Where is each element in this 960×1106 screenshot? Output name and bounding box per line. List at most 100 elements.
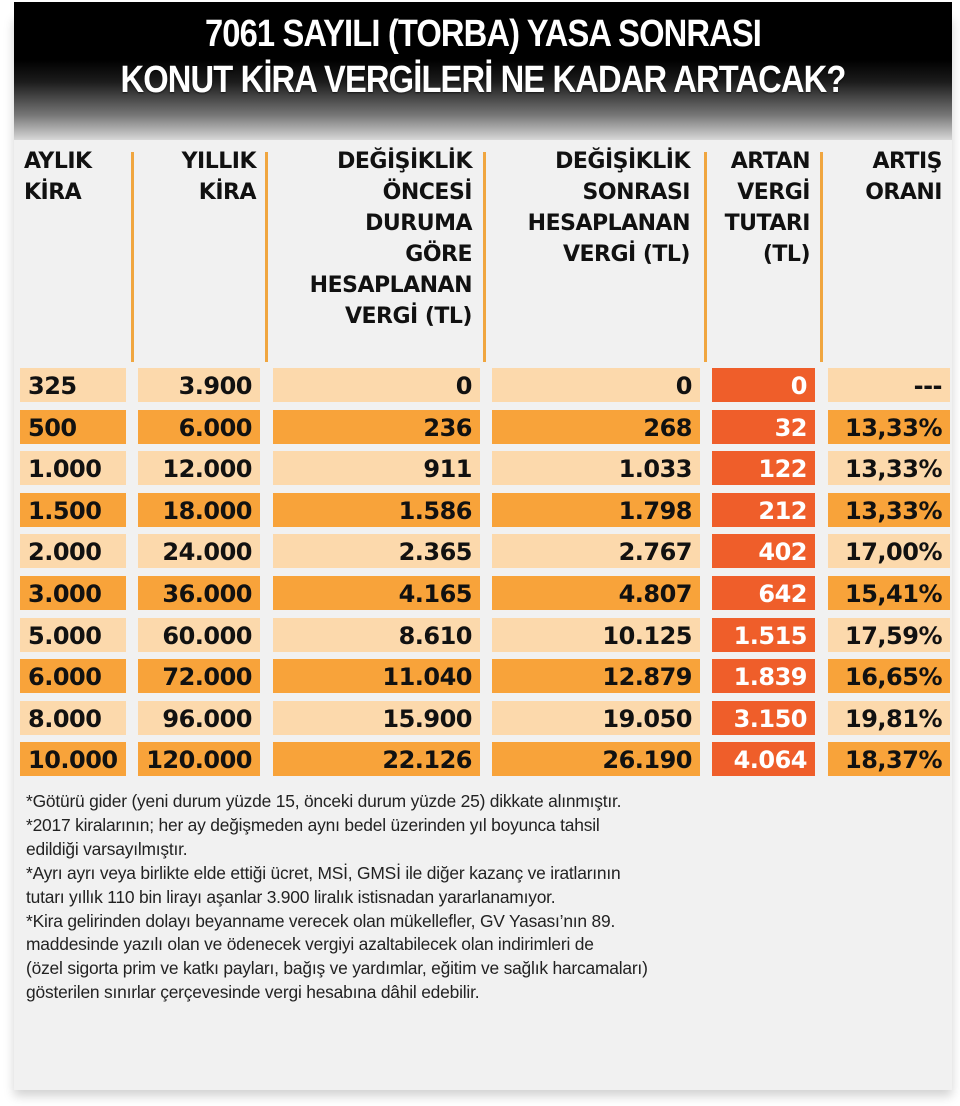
cell-increase-rate: 18,37% bbox=[828, 742, 950, 776]
header-line: ÖNCESİ bbox=[382, 180, 473, 205]
cell-increase-rate: 15,41% bbox=[828, 576, 950, 610]
cell-increase-rate: 13,33% bbox=[828, 493, 950, 527]
cell-tax-after: 10.125 bbox=[492, 618, 700, 652]
cell-tax-increase: 4.064 bbox=[712, 742, 815, 776]
cell-tax-after: 1.033 bbox=[492, 451, 700, 485]
cell-tax-increase: 0 bbox=[712, 368, 815, 402]
header-line: DEĞİŞİKLİK bbox=[555, 149, 690, 174]
cell-tax-after: 26.190 bbox=[492, 742, 700, 776]
cell-monthly-rent: 2.000 bbox=[20, 534, 126, 568]
cell-tax-increase: 402 bbox=[712, 534, 815, 568]
cell-annual-rent: 6.000 bbox=[138, 410, 260, 444]
cell-tax-before: 2.365 bbox=[273, 534, 480, 568]
header-line: HESAPLANAN bbox=[309, 273, 473, 298]
cell-increase-rate: 17,00% bbox=[828, 534, 950, 568]
cell-annual-rent: 3.900 bbox=[138, 368, 260, 402]
cell-tax-increase: 1.515 bbox=[712, 618, 815, 652]
cell-tax-after: 0 bbox=[492, 368, 700, 402]
header-line: VERGİ (TL) bbox=[562, 242, 691, 267]
cell-annual-rent: 24.000 bbox=[138, 534, 260, 568]
cell-monthly-rent: 8.000 bbox=[20, 701, 126, 735]
cell-tax-after: 2.767 bbox=[492, 534, 700, 568]
header-line: DEĞİŞİKLİK bbox=[337, 149, 472, 174]
footnotes: *Götürü gider (yeni durum yüzde 15, önce… bbox=[26, 790, 946, 1005]
header-line: KİRA bbox=[198, 180, 257, 205]
column-separator bbox=[265, 152, 268, 362]
cell-annual-rent: 36.000 bbox=[138, 576, 260, 610]
cell-tax-before: 8.610 bbox=[273, 618, 480, 652]
header-line: KİRA bbox=[24, 180, 82, 205]
column-header-tax-increase: ARTAN VERGİ TUTARI (TL) bbox=[712, 146, 811, 270]
cell-increase-rate: 16,65% bbox=[828, 659, 950, 693]
column-separator bbox=[820, 152, 823, 362]
cell-annual-rent: 96.000 bbox=[138, 701, 260, 735]
footnote-line: maddesinde yazılı olan ve ödenecek vergi… bbox=[26, 934, 594, 955]
header-line: DURUMA bbox=[365, 211, 472, 236]
cell-tax-after: 1.798 bbox=[492, 493, 700, 527]
header-line: SONRASI bbox=[582, 180, 691, 205]
cell-annual-rent: 12.000 bbox=[138, 451, 260, 485]
cell-increase-rate: 17,59% bbox=[828, 618, 950, 652]
header-line: GÖRE bbox=[405, 242, 472, 267]
header-line: (TL) bbox=[762, 242, 811, 267]
cell-increase-rate: 19,81% bbox=[828, 701, 950, 735]
cell-tax-after: 12.879 bbox=[492, 659, 700, 693]
cell-increase-rate: 13,33% bbox=[828, 451, 950, 485]
cell-monthly-rent: 3.000 bbox=[20, 576, 126, 610]
column-separator bbox=[483, 152, 486, 362]
cell-monthly-rent: 5.000 bbox=[20, 618, 126, 652]
cell-tax-increase: 122 bbox=[712, 451, 815, 485]
header-line: TUTARI bbox=[724, 211, 811, 236]
header-line: YILLIK bbox=[181, 149, 257, 174]
footnote-line: (özel sigorta prim ve katkı payları, bağ… bbox=[26, 958, 648, 979]
cell-tax-before: 236 bbox=[273, 410, 480, 444]
cell-tax-after: 4.807 bbox=[492, 576, 700, 610]
header-line: VERGİ bbox=[737, 180, 810, 205]
header-line: HESAPLANAN bbox=[527, 211, 691, 236]
cell-tax-after: 19.050 bbox=[492, 701, 700, 735]
cell-tax-increase: 642 bbox=[712, 576, 815, 610]
title-line-2: KONUT KİRA VERGİLERİ NE KADAR ARTACAK? bbox=[120, 59, 846, 101]
cell-tax-before: 0 bbox=[273, 368, 480, 402]
header-line: AYLIK bbox=[24, 149, 92, 174]
cell-tax-after: 268 bbox=[492, 410, 700, 444]
column-separator bbox=[704, 152, 707, 362]
cell-tax-before: 911 bbox=[273, 451, 480, 485]
cell-tax-increase: 32 bbox=[712, 410, 815, 444]
footnote-line: *Ayrı ayrı veya birlikte elde ettiği ücr… bbox=[26, 862, 621, 883]
title-banner: 7061 SAYILI (TORBA) YASA SONRASI KONUT K… bbox=[14, 2, 952, 140]
footnote-line: gösterilen sınırlar çerçevesinde vergi h… bbox=[26, 982, 480, 1003]
footnote-line: *2017 kiralarının; her ay değişmeden ayn… bbox=[26, 814, 600, 835]
footnote-line: edildiği varsayılmıştır. bbox=[26, 838, 188, 859]
cell-tax-increase: 1.839 bbox=[712, 659, 815, 693]
header-line: ORANI bbox=[865, 180, 942, 205]
header-line: ARTIŞ bbox=[872, 149, 942, 174]
cell-increase-rate: --- bbox=[828, 368, 950, 402]
cell-annual-rent: 18.000 bbox=[138, 493, 260, 527]
footnote-line: *Götürü gider (yeni durum yüzde 15, önce… bbox=[26, 791, 622, 811]
cell-annual-rent: 72.000 bbox=[138, 659, 260, 693]
column-header-annual-rent: YILLIK KİRA bbox=[140, 146, 257, 208]
cell-annual-rent: 60.000 bbox=[138, 618, 260, 652]
column-header-tax-before: DEĞİŞİKLİK ÖNCESİ DURUMA GÖRE HESAPLANAN… bbox=[276, 146, 473, 332]
cell-increase-rate: 13,33% bbox=[828, 410, 950, 444]
title-line-1: 7061 SAYILI (TORBA) YASA SONRASI bbox=[204, 13, 762, 55]
cell-monthly-rent: 1.000 bbox=[20, 451, 126, 485]
cell-tax-before: 11.040 bbox=[273, 659, 480, 693]
header-line: ARTAN bbox=[730, 149, 811, 174]
cell-tax-increase: 3.150 bbox=[712, 701, 815, 735]
cell-monthly-rent: 500 bbox=[20, 410, 126, 444]
column-header-increase-rate: ARTIŞ ORANI bbox=[830, 146, 942, 208]
cell-annual-rent: 120.000 bbox=[138, 742, 260, 776]
cell-tax-before: 4.165 bbox=[273, 576, 480, 610]
cell-monthly-rent: 325 bbox=[20, 368, 126, 402]
footnote-line: *Kira gelirinden dolayı beyanname verece… bbox=[26, 910, 616, 931]
cell-monthly-rent: 6.000 bbox=[20, 659, 126, 693]
cell-monthly-rent: 1.500 bbox=[20, 493, 126, 527]
cell-tax-increase: 212 bbox=[712, 493, 815, 527]
column-header-monthly-rent: AYLIK KİRA bbox=[24, 146, 92, 208]
cell-tax-before: 1.586 bbox=[273, 493, 480, 527]
cell-tax-before: 22.126 bbox=[273, 742, 480, 776]
cell-tax-before: 15.900 bbox=[273, 701, 480, 735]
cell-monthly-rent: 10.000 bbox=[20, 742, 126, 776]
